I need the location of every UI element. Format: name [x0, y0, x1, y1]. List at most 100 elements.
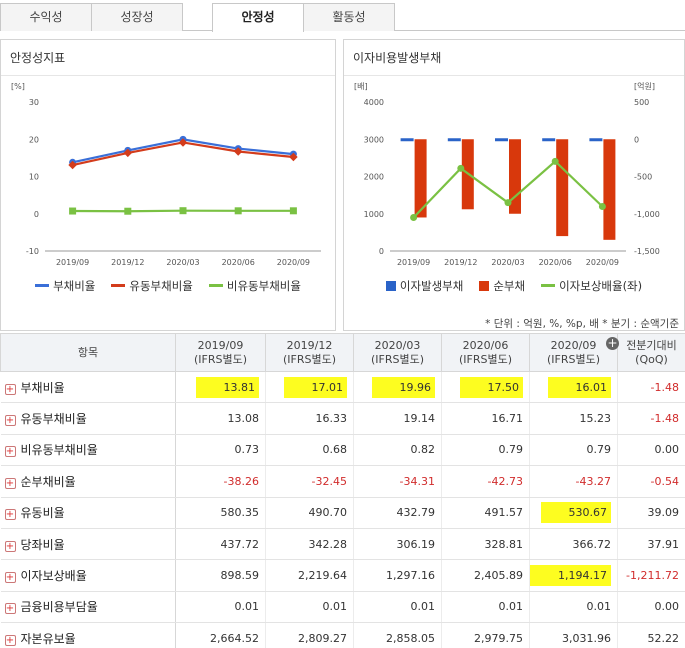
row-label[interactable]: + 비유동부채비율 [0, 433, 176, 467]
row-label[interactable]: + 금융비용부담율 [0, 590, 176, 624]
legend-item[interactable]: 순부채 [479, 278, 525, 294]
qoq-cell: -1.48 [617, 370, 685, 404]
legend-label: 이자발생부채 [399, 279, 464, 293]
y-axis-unit: [%] [11, 82, 25, 91]
expand-row-icon[interactable]: + [4, 634, 16, 646]
series-point [69, 207, 77, 215]
row-label[interactable]: + 이자보상배율 [0, 559, 176, 592]
y-axis-unit-right: [억원] [634, 81, 655, 91]
legend-item[interactable]: 이자발생부채 [385, 278, 464, 294]
header-line: (IFRS별도) [193, 352, 248, 366]
row-label[interactable]: + 자본유보율 [0, 622, 176, 648]
series-point [289, 152, 298, 162]
expand-row-icon[interactable]: + [4, 446, 16, 458]
qoq-cell: 52.22 [617, 622, 685, 648]
legend-item[interactable]: 비유동부채비율 [208, 278, 301, 294]
expand-row-icon[interactable]: + [4, 540, 16, 552]
row-label-text: 순부채비율 [20, 474, 76, 489]
table-row: + 당좌비율 437.72 342.28 306.19 328.81 366.72 37.91 [0, 527, 685, 561]
header-line: 전분기대비 [626, 338, 677, 352]
expand-row-icon[interactable]: + [4, 572, 16, 584]
qoq-cell: 37.91 [617, 527, 685, 561]
expand-row-icon[interactable]: + [4, 509, 16, 521]
qoq-cell: 39.09 [617, 496, 685, 529]
table-cell: 17.01 [265, 370, 354, 404]
interest-debt-bar [400, 138, 414, 142]
expand-row-icon[interactable]: + [4, 383, 16, 395]
table-cell: -43.27 [529, 465, 618, 498]
x-tick-label: 2020/03 [491, 258, 524, 267]
legend-label: 부채비율 [53, 279, 96, 293]
legend-item[interactable]: 유동부채비율 [111, 278, 193, 294]
qoq-cell: -1,211.72 [617, 559, 685, 592]
column-header: 전분기대비 (QoQ) [617, 333, 685, 372]
row-label[interactable]: + 당좌비율 [0, 527, 176, 561]
header-line: 항목 [77, 345, 99, 359]
table-cell: 2,809.27 [265, 622, 354, 648]
series-point [178, 138, 188, 147]
ratio-point [504, 199, 512, 207]
table-cell: 2,979.75 [441, 622, 530, 648]
y-tick-label-right: -1,000 [634, 210, 660, 219]
table-cell: 0.01 [175, 590, 266, 624]
legend-item[interactable]: 부채비율 [35, 278, 95, 294]
x-tick-label: 2019/12 [444, 258, 477, 267]
y-tick-label-left: 0 [379, 247, 384, 256]
y-tick-label-left: 2000 [364, 173, 384, 182]
x-tick-label: 2019/12 [111, 258, 144, 267]
ratio-line [412, 159, 604, 219]
expand-row-icon[interactable]: + [4, 477, 16, 489]
interest-debt-chart-panel: 이자비용발생부채 [배] [억원] 4000 3000 2000 1000 0 500 0 -50… [343, 39, 685, 331]
table-cell: 13.08 [175, 402, 266, 435]
table-row: + 유동비율 580.35 490.70 432.79 491.57 530.67 39.09 [0, 496, 685, 529]
y-tick-label: 20 [29, 135, 39, 144]
stability-line-chart: [%] 30 20 10 0 -10 2019/09 2019/12 2020/03 2020/0… [11, 82, 321, 267]
interest-debt-bar [589, 138, 603, 142]
table-cell: -34.31 [353, 465, 442, 498]
header-line: 2020/09 [550, 338, 597, 352]
legend-swatch [479, 281, 490, 291]
table-cell: 0.01 [353, 590, 442, 624]
row-label-text: 이자보상배율 [20, 569, 87, 584]
legend-swatch [35, 284, 50, 287]
y-tick-label: 10 [29, 173, 39, 182]
y-tick-label: 0 [34, 210, 39, 219]
table-cell: 1,194.17 [529, 559, 618, 592]
row-label[interactable]: + 순부채비율 [0, 465, 176, 498]
tab-profitability[interactable]: 수익성 [0, 3, 92, 31]
table-cell: 0.01 [441, 590, 530, 624]
row-label[interactable]: + 부채비율 [0, 370, 176, 404]
y-tick-label: 30 [29, 98, 39, 107]
row-label[interactable]: + 유동부채비율 [0, 402, 176, 435]
column-header: 2020/09 (IFRS별도) + [529, 333, 619, 372]
tab-activity[interactable]: 활동성 [303, 3, 395, 31]
expand-columns-icon[interactable]: + [606, 336, 619, 350]
column-header: 2019/12 (IFRS별도) [265, 333, 354, 372]
table-cell: 16.71 [441, 402, 530, 435]
highlighted-value: 1,194.17 [530, 565, 611, 587]
table-cell: 0.01 [265, 590, 354, 624]
interest-debt-chart: [배] [억원] 4000 3000 2000 1000 0 500 0 -500 -1,000 -1… [354, 81, 660, 267]
table-cell: 2,664.52 [175, 622, 266, 648]
series-point [123, 148, 133, 158]
expand-row-icon[interactable]: + [4, 415, 16, 427]
table-cell: 15.23 [529, 402, 618, 435]
row-label[interactable]: + 유동비율 [0, 496, 176, 529]
legend-label: 유동부채비율 [129, 279, 193, 293]
tab-stability[interactable]: 안정성 [212, 3, 304, 32]
table-cell: 490.70 [265, 496, 354, 529]
table-cell: 0.79 [529, 433, 618, 467]
table-cell: 0.82 [353, 433, 442, 467]
column-header: 2020/03 (IFRS별도) [353, 333, 442, 372]
table-cell: 19.96 [353, 370, 442, 404]
ratio-point [410, 214, 418, 222]
y-tick-label-right: 0 [634, 135, 639, 144]
expand-row-icon[interactable]: + [4, 603, 16, 615]
x-tick-label: 2020/06 [222, 258, 255, 267]
table-cell: 437.72 [175, 527, 266, 561]
series-point [289, 207, 297, 215]
legend-item[interactable]: 이자보상배율(좌) [541, 278, 642, 294]
series-point [124, 207, 132, 215]
legend-swatch [385, 281, 396, 291]
tab-growth[interactable]: 성장성 [91, 3, 183, 31]
